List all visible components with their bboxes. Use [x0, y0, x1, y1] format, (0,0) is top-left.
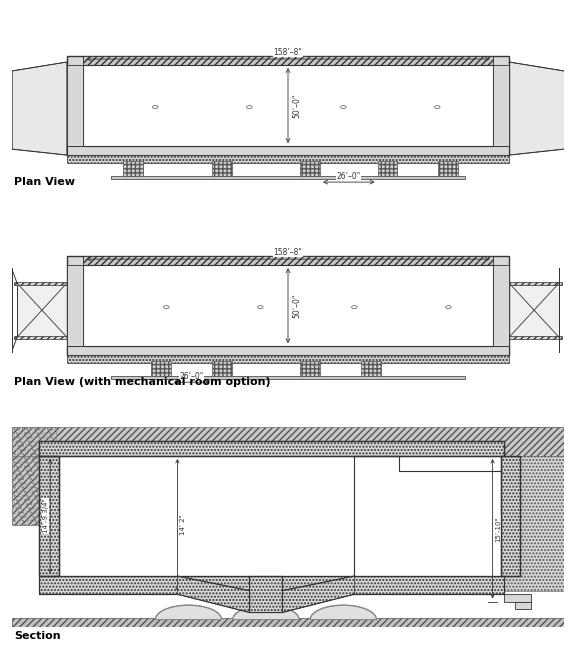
Bar — [12, 618, 564, 627]
Bar — [212, 362, 232, 376]
Bar — [67, 256, 509, 355]
Text: 50’–0": 50’–0" — [293, 93, 301, 118]
Bar — [59, 456, 501, 576]
Polygon shape — [12, 62, 67, 155]
Polygon shape — [310, 605, 377, 620]
Bar — [12, 427, 564, 456]
Bar — [123, 161, 143, 176]
Bar — [515, 602, 531, 609]
Bar — [67, 355, 509, 363]
Bar — [300, 362, 320, 376]
Polygon shape — [282, 576, 354, 612]
Bar — [39, 456, 59, 576]
Bar — [249, 576, 282, 612]
Bar — [39, 576, 503, 594]
Bar — [84, 56, 492, 65]
Bar — [67, 155, 509, 163]
Text: 14’ 2": 14’ 2" — [180, 515, 186, 536]
Text: Plan View (with mechanical room option): Plan View (with mechanical room option) — [14, 377, 271, 387]
Bar — [492, 65, 509, 146]
Bar — [111, 376, 465, 379]
Text: Plan View: Plan View — [14, 177, 75, 187]
Bar — [84, 256, 492, 265]
Bar — [300, 161, 320, 176]
Bar — [438, 161, 458, 176]
Bar — [506, 281, 562, 285]
Bar — [249, 576, 282, 612]
Bar — [39, 442, 503, 456]
Bar — [482, 427, 564, 590]
Polygon shape — [177, 576, 249, 612]
Polygon shape — [156, 605, 222, 620]
Bar — [151, 362, 170, 376]
Text: 50’–0": 50’–0" — [293, 293, 301, 318]
Bar — [12, 427, 56, 525]
Bar — [111, 176, 465, 179]
Bar — [492, 265, 509, 346]
Bar — [39, 442, 503, 456]
Bar — [67, 146, 509, 155]
Bar — [67, 346, 509, 355]
Bar — [39, 456, 59, 576]
Bar — [14, 336, 70, 339]
Bar — [509, 283, 559, 338]
Bar — [12, 427, 56, 525]
Bar — [212, 161, 232, 176]
Bar — [39, 576, 503, 594]
Bar — [378, 161, 397, 176]
Bar — [501, 456, 520, 576]
Text: 26’–0": 26’–0" — [337, 172, 361, 181]
Bar — [84, 65, 492, 146]
Text: 15’-10": 15’-10" — [495, 516, 501, 542]
Text: 158’–8": 158’–8" — [274, 48, 302, 57]
Bar — [67, 265, 84, 346]
Text: 158’–8": 158’–8" — [274, 248, 302, 257]
Text: 26’–0": 26’–0" — [179, 372, 203, 381]
Bar — [501, 456, 520, 576]
Bar — [84, 265, 492, 346]
Bar — [506, 336, 562, 339]
Bar — [503, 594, 531, 602]
Text: Section: Section — [14, 630, 61, 640]
Polygon shape — [233, 605, 299, 620]
Bar — [361, 362, 381, 376]
Bar — [67, 56, 509, 155]
Bar — [17, 283, 67, 338]
Bar — [67, 65, 84, 146]
Bar — [14, 281, 70, 285]
Polygon shape — [509, 62, 564, 155]
Text: 14’-9 3/4": 14’-9 3/4" — [43, 499, 48, 534]
